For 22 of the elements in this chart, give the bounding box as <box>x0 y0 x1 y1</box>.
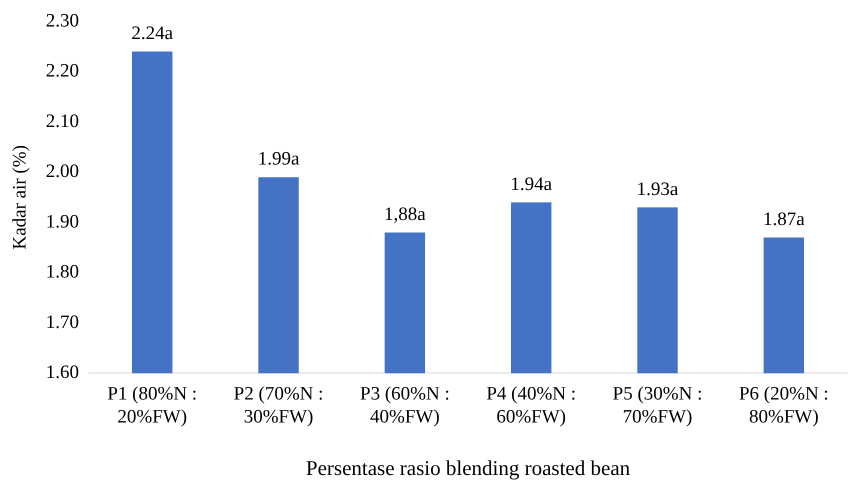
data-label: 1.87a <box>762 208 806 230</box>
x-tick-label: P3 (60%N : 40%FW) <box>360 384 450 428</box>
x-tick-label: P4 (40%N : 60%FW) <box>486 384 576 428</box>
data-label: 1.99a <box>258 148 300 170</box>
y-tick-label: 2.20 <box>46 60 80 82</box>
y-tick-label: 2.10 <box>46 110 80 132</box>
data-label: 2.24a <box>131 23 174 44</box>
data-label: 1.93a <box>636 178 679 200</box>
y-tick-label: 1.60 <box>46 362 80 384</box>
x-tick-label: P2 (70%N : 30%FW) <box>234 384 324 428</box>
y-axis-title: Kadar air (%) <box>9 145 30 250</box>
x-tick-label: P5 (30%N : 70%FW) <box>612 384 702 428</box>
y-tick-label: 1.90 <box>46 211 80 232</box>
data-label: 1,88a <box>384 204 426 225</box>
x-tick-label: P1 (80%N : 20%FW) <box>107 384 198 428</box>
x-tick-label: P6 (20%N : 80%FW) <box>738 384 829 428</box>
x-axis-title: Persentase rasio blending roasted bean <box>306 456 631 480</box>
y-tick-label: 2.00 <box>46 161 80 182</box>
y-tick-label: 2.30 <box>46 10 80 32</box>
y-tick-label: 1.70 <box>46 312 80 333</box>
data-label: 1.94a <box>510 174 553 195</box>
y-tick-label: 1.80 <box>46 262 80 283</box>
